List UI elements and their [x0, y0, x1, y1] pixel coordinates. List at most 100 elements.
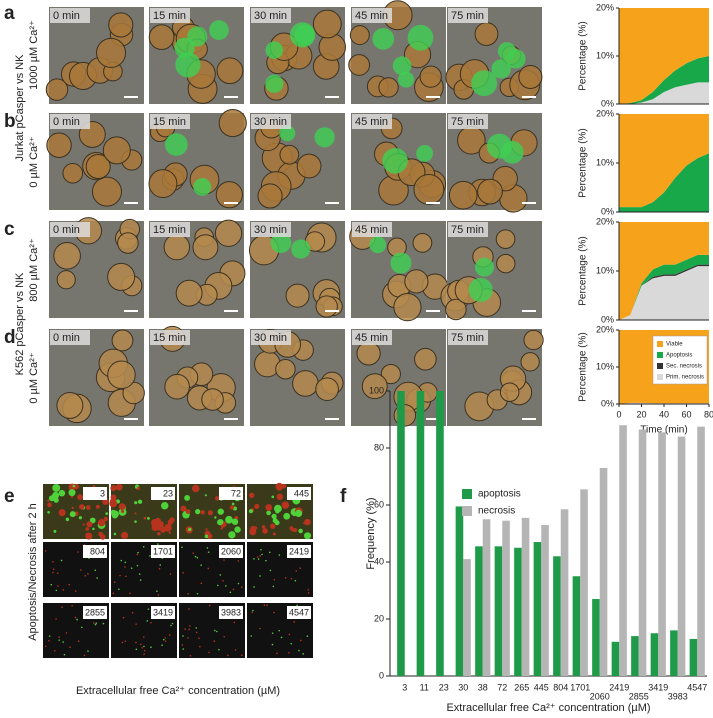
time-label-bg: [352, 8, 392, 23]
area: [619, 266, 709, 320]
conc-label: 72: [231, 488, 241, 498]
dot: [266, 510, 271, 516]
dot: [53, 650, 56, 652]
dot: [276, 493, 284, 501]
conc-label-bg: [83, 545, 107, 558]
dot: [266, 604, 268, 607]
x-tick-label: 72: [497, 682, 507, 692]
dot: [143, 653, 145, 655]
cell: [380, 363, 401, 385]
dot: [219, 574, 222, 576]
time-label-bg: [352, 114, 392, 129]
dot: [281, 483, 287, 489]
dot: [223, 635, 225, 638]
dot: [143, 649, 146, 652]
dot: [229, 505, 234, 510]
plot-area: [619, 8, 709, 104]
dot: [271, 495, 275, 499]
dot: [229, 591, 232, 594]
legend-swatch: [462, 489, 472, 499]
panel-letter: c: [4, 219, 15, 240]
x-tick-label: 0: [616, 409, 621, 419]
y-tick-label: 20%: [596, 216, 614, 226]
y-tick-label: 80: [374, 442, 384, 452]
y-axis-label: Percentage (%): [578, 236, 589, 305]
cell: [107, 360, 136, 390]
dot: [57, 585, 59, 587]
dot: [217, 508, 224, 515]
time-label: 15 min: [153, 10, 186, 22]
dot: [150, 622, 152, 624]
cell: [122, 381, 145, 405]
x-tick-label: 80: [704, 409, 713, 419]
cell: [56, 392, 84, 419]
dot: [62, 641, 64, 643]
bar: [475, 546, 483, 676]
conc-label-bg: [287, 545, 311, 558]
dot: [142, 636, 145, 638]
dot: [129, 592, 131, 595]
dot: [278, 554, 281, 556]
dot: [171, 622, 174, 625]
dot: [184, 495, 191, 501]
cell-green: [407, 24, 434, 51]
dot: [217, 519, 224, 526]
dot: [113, 581, 116, 584]
dot: [181, 644, 184, 646]
dot: [272, 532, 276, 536]
time-label-bg: [50, 8, 90, 23]
row-label: 0 µM Ca²⁺: [28, 352, 40, 403]
dot: [142, 546, 145, 548]
dot: [71, 604, 73, 607]
dot: [65, 632, 68, 634]
time-label: 75 min: [451, 224, 484, 236]
dot: [149, 555, 151, 557]
cell: [111, 329, 134, 352]
dot: [304, 518, 311, 526]
cell: [91, 176, 122, 207]
dot: [208, 604, 211, 607]
dot: [299, 567, 302, 570]
dot: [74, 590, 77, 592]
cell: [148, 169, 178, 199]
dot: [55, 589, 58, 592]
dot: [195, 627, 197, 629]
bar: [697, 426, 705, 676]
dot: [77, 494, 84, 501]
panel-letter: f: [340, 486, 347, 507]
dot: [122, 616, 125, 619]
area: [619, 222, 709, 320]
bar: [619, 425, 627, 676]
cell: [214, 219, 243, 247]
conc-label: 2060: [221, 546, 241, 556]
conc-label: 445: [294, 488, 309, 498]
cell-green: [291, 239, 311, 259]
legend-label: Viable: [666, 342, 683, 348]
grid-xlabel: Extracellular free Ca²⁺ concentration (µ…: [76, 685, 280, 697]
y-axis-label: Percentage (%): [578, 332, 589, 401]
dot: [135, 623, 137, 625]
bar: [553, 556, 561, 676]
cell-green: [416, 144, 434, 162]
dot: [71, 506, 74, 510]
dot: [62, 589, 65, 591]
dot: [306, 635, 309, 637]
dot: [248, 509, 253, 514]
time-label: 75 min: [451, 332, 484, 344]
dot: [161, 644, 163, 646]
time-label-bg: [150, 114, 190, 129]
y-axis-label: Percentage (%): [578, 21, 589, 90]
y-tick-label: 10%: [596, 265, 614, 275]
dot: [147, 516, 150, 520]
cell-green: [270, 232, 292, 254]
dot: [138, 573, 141, 575]
conc-label-bg: [219, 545, 243, 558]
cell: [419, 65, 442, 88]
dot: [119, 574, 121, 577]
dot: [141, 646, 143, 649]
cell-green: [392, 56, 412, 76]
conc-label: 3419: [153, 607, 173, 617]
time-label-bg: [251, 8, 291, 23]
conc-label-bg: [151, 545, 175, 558]
dot: [192, 484, 200, 493]
